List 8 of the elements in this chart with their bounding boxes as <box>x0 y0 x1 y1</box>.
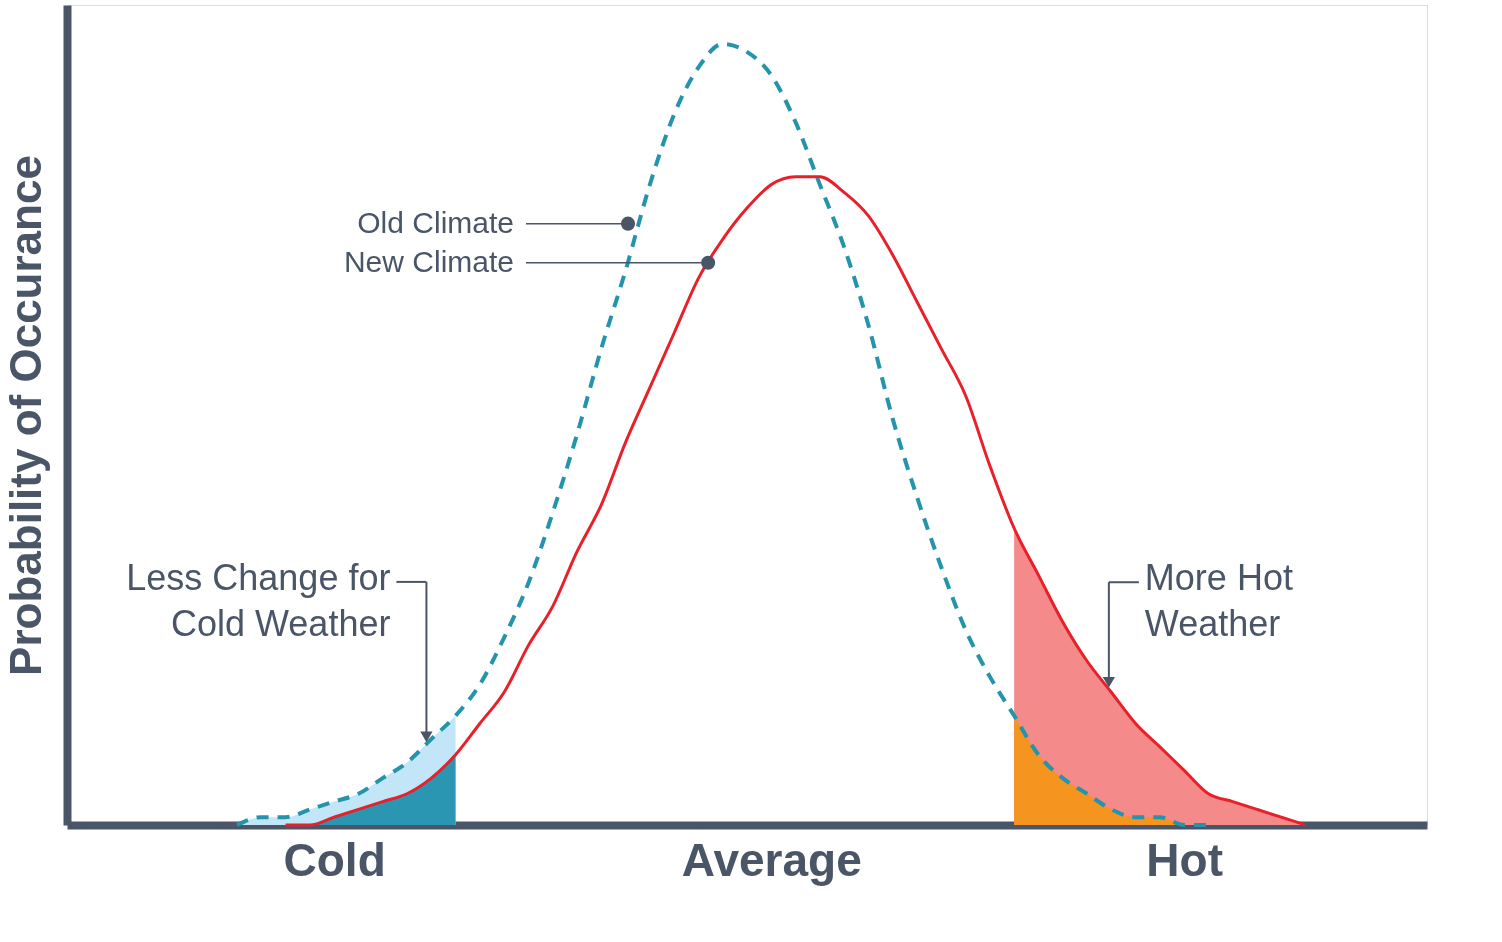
x-tick-label: Hot <box>1146 833 1223 886</box>
x-tick-label: Average <box>681 833 862 886</box>
y-axis-title: Probability of Occurance <box>0 155 50 676</box>
annotation: Old Climate <box>357 205 514 239</box>
annotation: New Climate <box>343 244 514 278</box>
x-tick-label: Cold <box>283 833 386 886</box>
annotation: Less Change for Cold Weather <box>126 556 391 644</box>
annotation: More Hot Weather <box>1144 557 1293 645</box>
